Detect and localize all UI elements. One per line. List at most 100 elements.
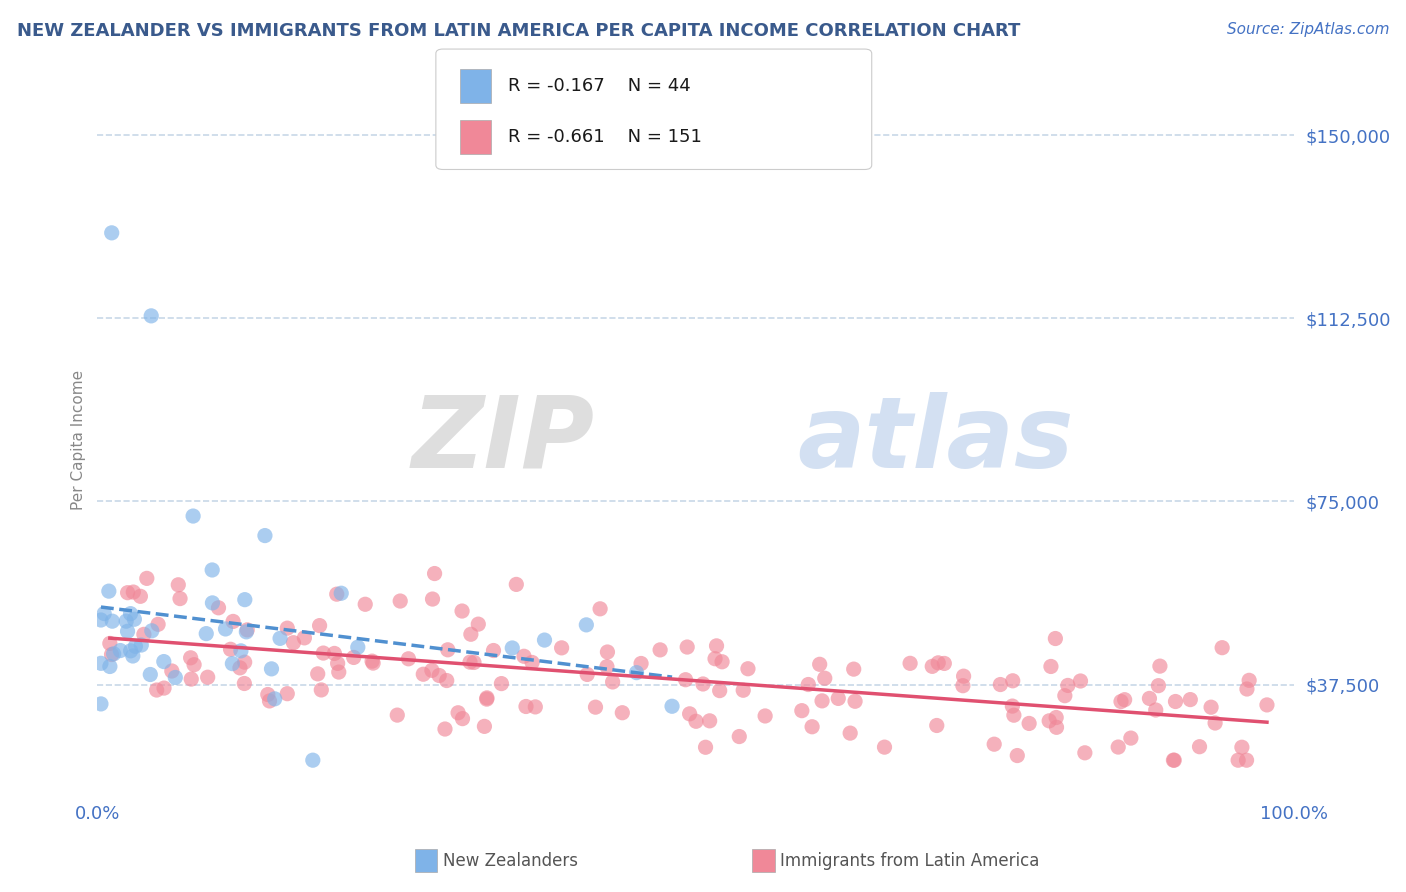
Point <box>389 594 412 608</box>
Point <box>585 700 607 714</box>
Point <box>153 655 176 669</box>
Point <box>589 602 612 616</box>
Point <box>165 670 187 684</box>
Point <box>704 651 727 665</box>
Point <box>233 592 256 607</box>
Point <box>420 664 443 678</box>
Text: Immigrants from Latin America: Immigrants from Latin America <box>780 852 1039 870</box>
Point <box>90 697 112 711</box>
Point <box>236 623 259 637</box>
Point <box>699 714 721 728</box>
Point <box>695 740 717 755</box>
Point <box>1074 746 1097 760</box>
Point <box>311 682 333 697</box>
Point <box>1230 740 1253 755</box>
Point <box>98 636 121 650</box>
Point <box>436 642 458 657</box>
Point <box>1001 699 1024 714</box>
Point <box>797 677 820 691</box>
Point <box>463 656 485 670</box>
Point <box>253 528 276 542</box>
Point <box>121 648 143 663</box>
Point <box>1053 689 1076 703</box>
Point <box>1056 678 1078 692</box>
Point <box>1236 753 1258 767</box>
Point <box>675 673 697 687</box>
Point <box>602 675 624 690</box>
Point <box>276 687 298 701</box>
Point <box>93 607 115 621</box>
Point <box>115 614 138 628</box>
Point <box>328 665 350 679</box>
Point <box>952 679 974 693</box>
Point <box>575 618 598 632</box>
Point <box>361 654 384 668</box>
Point <box>467 617 489 632</box>
Point <box>733 683 755 698</box>
Point <box>754 709 776 723</box>
Point <box>160 664 183 678</box>
Point <box>129 590 152 604</box>
Point <box>934 657 956 671</box>
Point <box>180 650 202 665</box>
Point <box>436 673 458 688</box>
Point <box>1045 720 1067 734</box>
Point <box>482 643 505 657</box>
Point <box>808 657 831 672</box>
Point <box>501 640 523 655</box>
Point <box>139 667 162 681</box>
Point <box>1199 700 1222 714</box>
Point <box>256 688 278 702</box>
Point <box>898 657 921 671</box>
Point <box>839 726 862 740</box>
Point <box>233 676 256 690</box>
Point <box>141 624 163 638</box>
Point <box>197 670 219 684</box>
Point <box>98 659 121 673</box>
Point <box>222 615 245 629</box>
Point <box>145 683 167 698</box>
Text: New Zealanders: New Zealanders <box>443 852 578 870</box>
Point <box>1164 694 1187 708</box>
Point <box>343 650 366 665</box>
Point <box>169 591 191 606</box>
Point <box>737 662 759 676</box>
Point <box>100 226 122 240</box>
Point <box>167 578 190 592</box>
Point <box>648 643 671 657</box>
Point <box>925 718 948 732</box>
Point <box>1144 703 1167 717</box>
Point <box>1211 640 1233 655</box>
Point <box>122 585 145 599</box>
Point <box>1045 632 1067 646</box>
Point <box>612 706 634 720</box>
Point <box>1114 692 1136 706</box>
Point <box>692 677 714 691</box>
Point <box>1001 673 1024 688</box>
Text: Source: ZipAtlas.com: Source: ZipAtlas.com <box>1226 22 1389 37</box>
Point <box>269 632 291 646</box>
Point <box>183 657 205 672</box>
Point <box>398 652 420 666</box>
Point <box>1002 708 1025 723</box>
Point <box>221 657 243 671</box>
Point <box>124 640 146 654</box>
Point <box>326 657 349 671</box>
Point <box>1039 659 1062 673</box>
Point <box>135 571 157 585</box>
Point <box>533 633 555 648</box>
Point <box>1227 753 1250 767</box>
Point <box>711 655 734 669</box>
Point <box>520 656 543 670</box>
Point <box>141 309 163 323</box>
Text: R = -0.167    N = 44: R = -0.167 N = 44 <box>508 77 690 95</box>
Point <box>117 585 139 599</box>
Point <box>412 667 434 681</box>
Point <box>515 699 537 714</box>
Point <box>423 566 446 581</box>
Point <box>921 659 943 673</box>
Point <box>790 704 813 718</box>
Point <box>952 669 974 683</box>
Point <box>685 714 707 729</box>
Point <box>550 640 572 655</box>
